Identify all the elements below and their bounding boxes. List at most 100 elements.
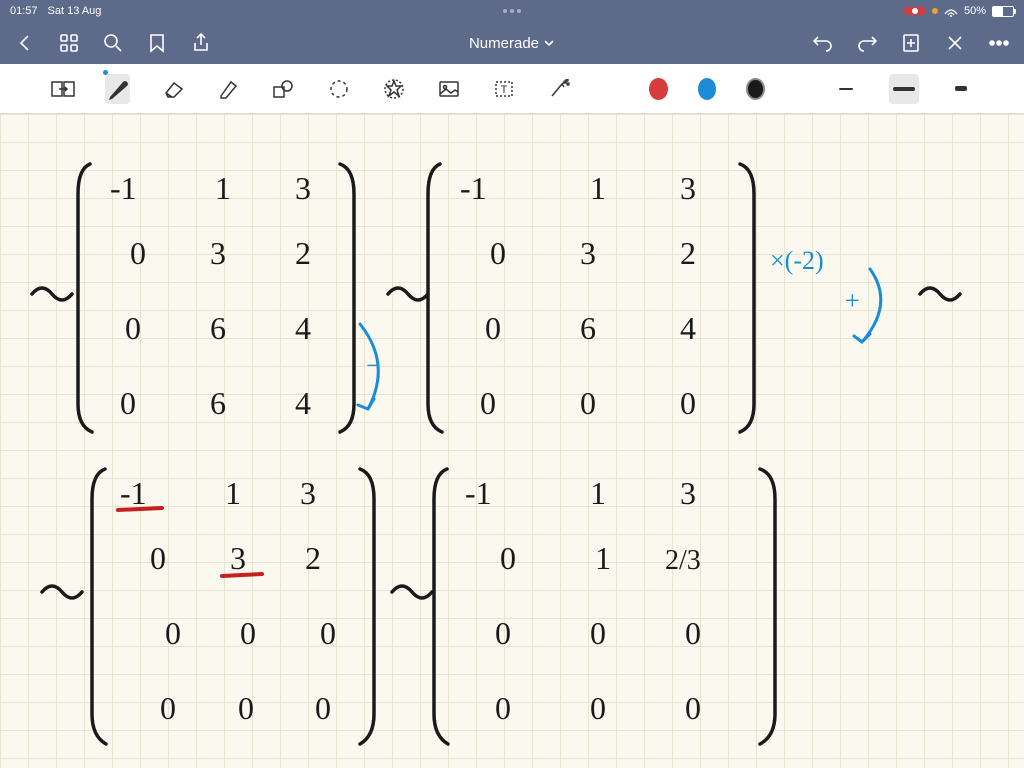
toolbar: T (0, 64, 1024, 114)
battery-icon (992, 6, 1014, 17)
text-tool[interactable]: T (492, 74, 517, 104)
eraser-tool[interactable] (160, 74, 185, 104)
cell: 0 (480, 385, 496, 421)
add-page-button[interactable] (900, 32, 922, 54)
bracket-left (92, 469, 106, 744)
cell: 6 (210, 310, 226, 346)
color-blue[interactable] (698, 78, 717, 100)
cell: 3 (210, 235, 226, 271)
color-red[interactable] (649, 78, 668, 100)
cell: 0 (315, 690, 331, 726)
pointer-tool[interactable] (547, 74, 572, 104)
status-time: 01:57 (10, 5, 38, 17)
color-black[interactable] (746, 78, 765, 100)
shapes-tool[interactable] (271, 74, 296, 104)
cell: 0 (485, 310, 501, 346)
cell: -1 (120, 475, 147, 511)
pivot-underline (118, 508, 162, 510)
multitask-dots[interactable] (503, 9, 521, 13)
cell: 0 (238, 690, 254, 726)
cell: 0 (590, 615, 606, 651)
bracket-right (360, 469, 374, 744)
cell: 1 (590, 170, 606, 206)
row-op-label: − (366, 351, 381, 380)
record-icon (912, 8, 918, 14)
cell: 6 (580, 310, 596, 346)
svg-text:T: T (501, 84, 508, 96)
cell: 0 (680, 385, 696, 421)
note-canvas[interactable]: -1 1 3 0 3 2 0 6 4 0 6 4 − -1 1 3 0 3 2 … (0, 114, 1024, 768)
insert-tool[interactable] (50, 74, 75, 104)
share-button[interactable] (190, 32, 212, 54)
status-date: Sat 13 Aug (48, 5, 102, 17)
cell: 0 (495, 690, 511, 726)
cell: 0 (125, 310, 141, 346)
tilde (920, 288, 960, 300)
cell: 3 (230, 540, 246, 576)
chevron-down-icon (543, 37, 555, 49)
cell: 4 (295, 385, 311, 421)
tilde (42, 586, 82, 598)
pivot-underline (222, 574, 262, 576)
lasso-tool[interactable] (326, 74, 351, 104)
bookmark-button[interactable] (146, 32, 168, 54)
back-button[interactable] (14, 32, 36, 54)
cell: 4 (295, 310, 311, 346)
highlighter-tool[interactable] (216, 74, 241, 104)
stamp-tool[interactable] (381, 74, 406, 104)
search-button[interactable] (102, 32, 124, 54)
image-tool[interactable] (437, 74, 462, 104)
cell: 2/3 (665, 545, 701, 576)
cell: 1 (590, 475, 606, 511)
cell: 2 (680, 235, 696, 271)
handwriting-layer: -1 1 3 0 3 2 0 6 4 0 6 4 − -1 1 3 0 3 2 … (0, 114, 1024, 768)
bracket-right (760, 469, 775, 744)
status-bar: 01:57 Sat 13 Aug 50% (0, 0, 1024, 22)
status-left: 01:57 Sat 13 Aug (10, 5, 101, 17)
more-button[interactable] (988, 32, 1010, 54)
battery-percent: 50% (964, 5, 986, 17)
stroke-thin[interactable] (834, 74, 859, 104)
row-op-plus: + (845, 286, 860, 315)
cell: 1 (225, 475, 241, 511)
bracket-left (434, 469, 448, 744)
cell: 4 (680, 310, 696, 346)
cell: 3 (580, 235, 596, 271)
close-button[interactable] (944, 32, 966, 54)
cell: 0 (165, 615, 181, 651)
cell: 0 (150, 540, 166, 576)
cell: 0 (495, 615, 511, 651)
bracket-right (740, 164, 754, 432)
cell: 0 (120, 385, 136, 421)
cell: 0 (685, 690, 701, 726)
wifi-icon (932, 8, 938, 14)
redo-button[interactable] (856, 32, 878, 54)
title-text: Numerade (469, 35, 539, 52)
cell: 3 (295, 170, 311, 206)
cell: 0 (500, 540, 516, 576)
recording-indicator[interactable] (904, 7, 926, 15)
cell: 0 (580, 385, 596, 421)
bracket-right (340, 164, 354, 432)
stroke-thick[interactable] (949, 74, 974, 104)
stroke-medium[interactable] (889, 74, 919, 104)
pen-tool[interactable] (105, 74, 130, 104)
apps-button[interactable] (58, 32, 80, 54)
cell: 6 (210, 385, 226, 421)
document-title[interactable]: Numerade (469, 35, 555, 52)
cell: 0 (490, 235, 506, 271)
cell: 3 (680, 475, 696, 511)
row-op-label: ×(-2) (770, 246, 824, 275)
bluetooth-dot-icon (103, 70, 108, 75)
cell: 1 (215, 170, 231, 206)
undo-button[interactable] (812, 32, 834, 54)
tilde (32, 288, 72, 300)
cell: 0 (160, 690, 176, 726)
cell: 0 (130, 235, 146, 271)
cell: 2 (295, 235, 311, 271)
bracket-left (428, 164, 442, 432)
cell: -1 (460, 170, 487, 206)
cell: 1 (595, 540, 611, 576)
status-right: 50% (904, 5, 1014, 17)
bracket-left (78, 164, 92, 432)
